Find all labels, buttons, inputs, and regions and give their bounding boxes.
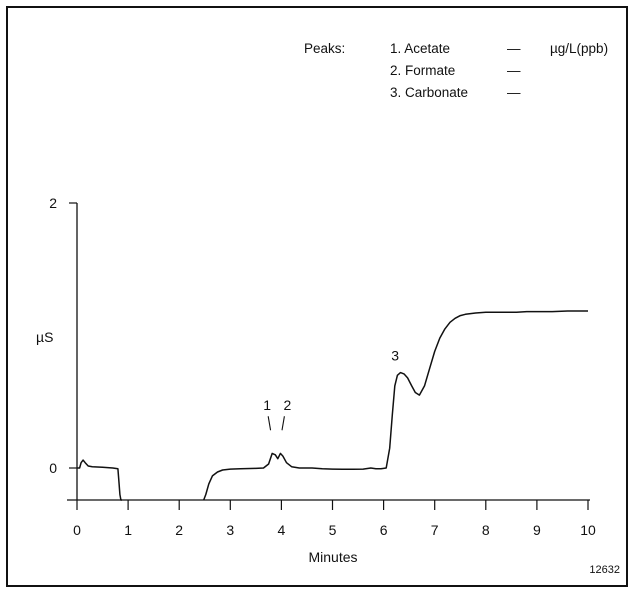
x-tick-label: 1 (124, 522, 132, 538)
x-tick-label: 0 (73, 522, 81, 538)
peak-label-2: 2 (284, 397, 292, 413)
axes (67, 203, 590, 501)
figure-id: 12632 (589, 564, 620, 576)
legend-unit: µg/L(ppb) (550, 41, 608, 56)
x-tick-label: 5 (329, 522, 337, 538)
series-line-2 (202, 310, 588, 501)
y-tick-label: 0 (49, 460, 57, 476)
x-tick-label: 4 (278, 522, 286, 538)
series-layer (77, 310, 588, 501)
labels-layer: Minutes µS 12632 (36, 329, 620, 576)
legend-amount-acetate: — (507, 41, 521, 56)
peak-pointer-2 (281, 416, 285, 431)
chart-frame (6, 6, 628, 587)
x-tick-label: 10 (580, 522, 596, 538)
x-tick-label: 9 (533, 522, 541, 538)
x-tick-label: 3 (226, 522, 234, 538)
x-tick-label: 7 (431, 522, 439, 538)
legend-amount-formate: — (507, 63, 521, 78)
legend-item-formate: 2. Formate (390, 63, 455, 78)
legend-item-carbonate: 3. Carbonate (390, 85, 468, 100)
legend-heading: Peaks: (304, 41, 345, 56)
series-line-1 (77, 459, 122, 501)
peak-pointer-1 (267, 416, 272, 431)
x-axis-title: Minutes (308, 549, 357, 565)
peak-labels: 1 2 3 (263, 348, 399, 431)
legend: Peaks: µg/L(ppb) 1. Acetate — 2. Formate… (304, 41, 608, 100)
legend-amount-carbonate: — (507, 85, 521, 100)
legend-item-acetate: 1. Acetate (390, 41, 450, 56)
y-unit-label: µS (36, 329, 53, 345)
x-tick-label: 8 (482, 522, 490, 538)
x-tick-label: 6 (380, 522, 388, 538)
x-tick-label: 2 (175, 522, 183, 538)
peak-label-3: 3 (391, 348, 399, 364)
peak-label-1: 1 (263, 397, 271, 413)
y-tick-label: 2 (49, 195, 57, 211)
